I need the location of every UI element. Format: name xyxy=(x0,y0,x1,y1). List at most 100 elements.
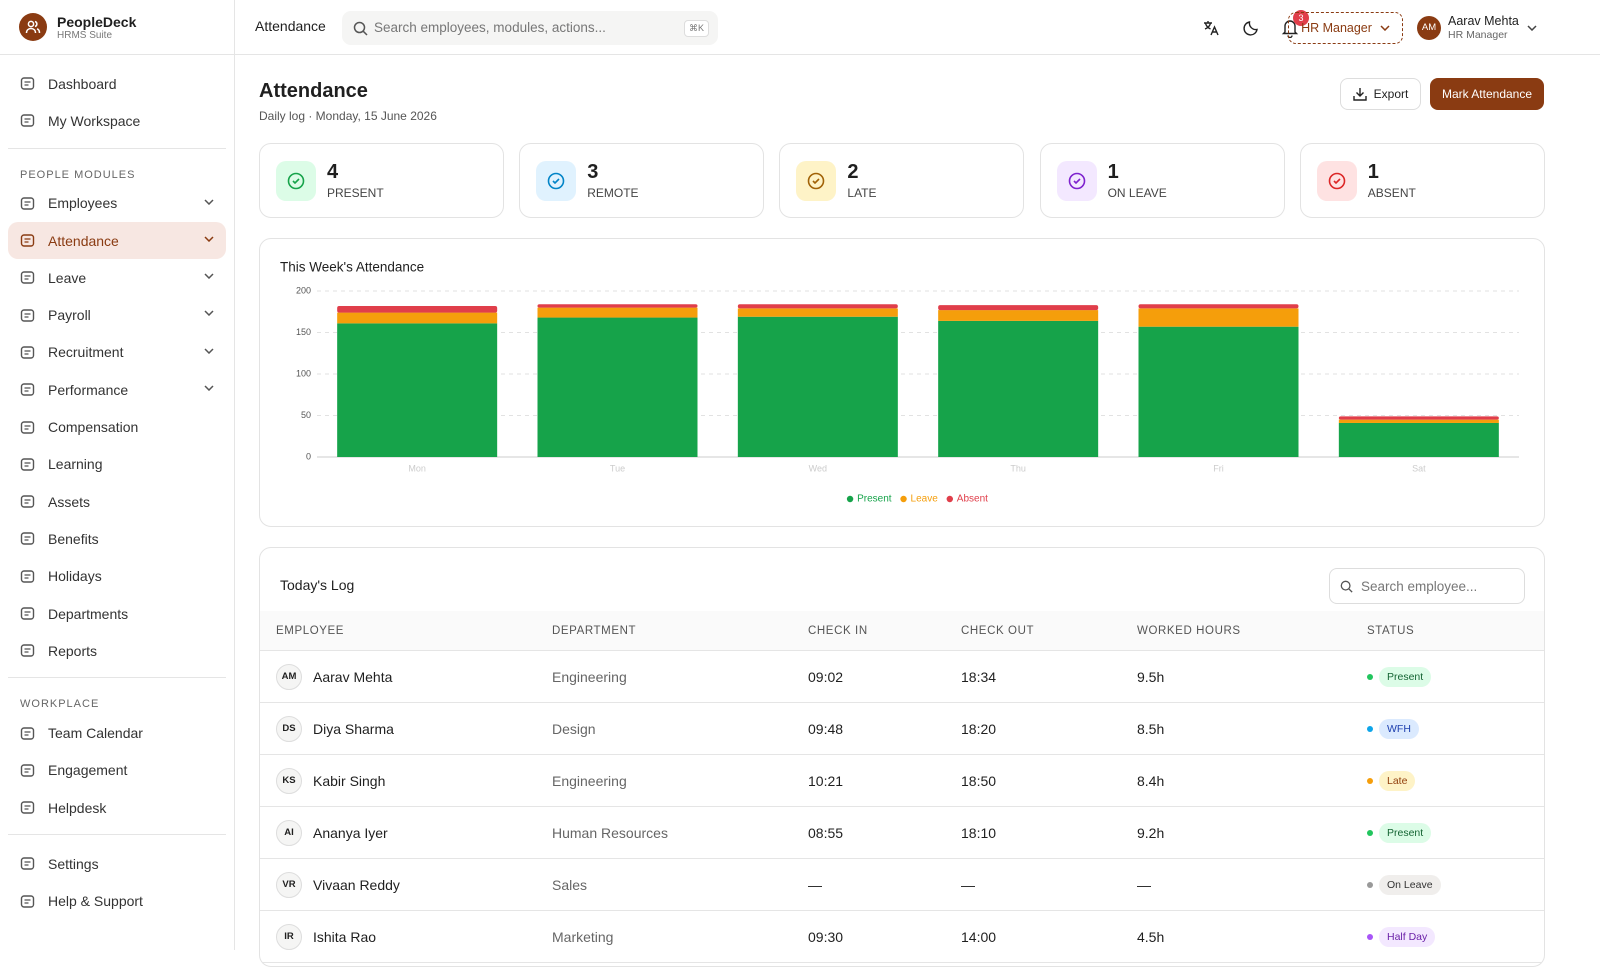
table-row[interactable]: IR Ishita Rao Marketing 09:30 14:00 4.5h Half … xyxy=(260,911,1544,963)
icon-shape xyxy=(24,81,31,86)
chevron[interactable] xyxy=(204,310,214,317)
legend-swatch[interactable] xyxy=(900,495,907,503)
department: Human Resources xyxy=(552,825,668,841)
icon-shape xyxy=(20,801,35,814)
icon-shape xyxy=(1328,172,1346,190)
icon-shape xyxy=(24,275,31,280)
sidebar: PeopleDeck HRMS Suite Dashboard My Workspa… xyxy=(0,0,235,950)
nav-icon xyxy=(20,532,35,546)
user-name: Aarav Mehta xyxy=(1448,14,1519,28)
nav-item[interactable]: Holidays xyxy=(8,558,226,595)
chevron[interactable] xyxy=(204,199,214,205)
topbar: Attendance Search employees, modules, ac… xyxy=(235,0,1600,55)
legend-swatch[interactable] xyxy=(946,495,953,503)
global-search[interactable]: Search employees, modules, actions... ⌘K xyxy=(342,11,718,45)
nav-item[interactable]: My Workspace xyxy=(8,102,226,139)
icon-shape xyxy=(24,499,31,504)
icon-shape xyxy=(20,895,35,908)
column-header: CHECK IN xyxy=(808,625,868,637)
bar-segment xyxy=(737,316,898,457)
check-in: 08:55 xyxy=(808,825,844,841)
icon-shape xyxy=(24,238,31,243)
nav-item[interactable]: Help & Support xyxy=(8,883,226,920)
bar-segment xyxy=(1338,419,1499,423)
icon-shape xyxy=(24,805,31,810)
table-row[interactable]: AI Ananya Iyer Human Resources 08:55 18:10 9.… xyxy=(260,807,1544,859)
export-button[interactable]: Export xyxy=(1340,78,1421,110)
nav-item[interactable]: Assets xyxy=(8,483,226,520)
stat-value: 4 xyxy=(327,161,339,183)
nav-item[interactable]: Departments xyxy=(8,595,226,632)
nav: Dashboard My Workspace PEOPLE MODULES Emplo… xyxy=(0,55,234,930)
brand[interactable]: PeopleDeck HRMS Suite xyxy=(0,0,234,55)
nav-label: Attendance xyxy=(48,232,119,249)
worked-hours: 8.5h xyxy=(1137,721,1165,737)
check-in: 09:48 xyxy=(808,721,844,737)
nav-item[interactable]: Learning xyxy=(8,446,226,483)
nav-item[interactable]: Leave xyxy=(8,259,226,296)
legend-label[interactable]: Leave xyxy=(911,494,939,505)
chevron[interactable] xyxy=(204,236,214,242)
legend-swatch[interactable] xyxy=(846,495,854,503)
icon-shape xyxy=(20,644,35,657)
nav-item[interactable]: Compensation xyxy=(8,408,226,445)
department: Marketing xyxy=(552,929,614,945)
stat-icon xyxy=(276,161,316,201)
nav-item[interactable]: Helpdesk xyxy=(8,789,226,826)
icon-shape xyxy=(20,346,35,359)
chevron[interactable] xyxy=(204,385,214,392)
chevron[interactable] xyxy=(204,348,214,354)
icon-shape xyxy=(24,861,31,867)
worked-hours: 4.5h xyxy=(1137,929,1165,945)
nav-item[interactable]: Team Calendar xyxy=(8,714,226,751)
table-title: Today's Log xyxy=(280,577,355,593)
nav-item[interactable]: Reports xyxy=(8,632,226,669)
nav-item[interactable]: Employees xyxy=(8,185,226,222)
icon-shape xyxy=(812,178,820,185)
nav-item[interactable]: Engagement xyxy=(8,752,226,789)
nav-item[interactable]: Benefits xyxy=(8,520,226,557)
check-out: 18:34 xyxy=(961,669,997,685)
table-row[interactable]: DS Diya Sharma Design 09:48 18:20 8.5h WFH xyxy=(260,703,1544,755)
brand-name: PeopleDeck xyxy=(57,13,137,30)
divider xyxy=(8,147,226,149)
brand-logo xyxy=(19,13,47,41)
role-switcher[interactable]: HR Manager xyxy=(1288,12,1403,44)
x-tick-label: Tue xyxy=(610,463,625,473)
avatar: AM xyxy=(276,664,302,690)
nav-icon xyxy=(20,197,35,210)
chevron-shape xyxy=(204,273,214,280)
nav-item[interactable]: Payroll xyxy=(8,296,226,333)
x-tick-label: Wed xyxy=(809,463,827,473)
user-avatar[interactable]: AM xyxy=(1417,16,1441,40)
legend-label[interactable]: Present xyxy=(857,494,892,505)
chevron-shape xyxy=(204,310,214,317)
user-role: HR Manager xyxy=(1448,29,1508,41)
nav-icon xyxy=(20,346,35,359)
icon-shape xyxy=(24,899,31,904)
table-row[interactable]: AM Aarav Mehta Engineering 09:02 18:34 9.5h Pr… xyxy=(260,651,1544,703)
chevron[interactable] xyxy=(204,273,214,280)
nav-label: Benefits xyxy=(48,530,99,547)
icon-shape xyxy=(20,607,35,620)
table-row[interactable]: KS Kabir Singh Engineering 10:21 18:50 8.4h La… xyxy=(260,755,1544,807)
nav-item[interactable]: Dashboard xyxy=(8,65,226,102)
legend-label[interactable]: Absent xyxy=(957,494,988,505)
table-search[interactable]: Search employee... xyxy=(1329,568,1525,604)
nav-icon xyxy=(20,495,35,508)
translate-button[interactable] xyxy=(1202,19,1220,37)
chevron[interactable] xyxy=(1527,25,1537,31)
table-row[interactable]: VR Vivaan Reddy Sales — — — On Leave xyxy=(260,859,1544,911)
nav-item[interactable]: Performance xyxy=(8,371,226,408)
check-out: 14:00 xyxy=(961,929,997,945)
icon-shape xyxy=(20,420,35,434)
bar-segment xyxy=(737,308,898,317)
nav-item[interactable]: Recruitment xyxy=(8,334,226,371)
nav-label: Performance xyxy=(48,381,129,398)
nav-item[interactable]: Attendance xyxy=(8,221,226,260)
mark-attendance-button[interactable]: Mark Attendance xyxy=(1430,78,1544,110)
theme-button[interactable] xyxy=(1242,19,1260,37)
nav-item[interactable]: Settings xyxy=(8,845,226,882)
check-out: — xyxy=(961,877,975,893)
nav-icon xyxy=(20,458,35,471)
